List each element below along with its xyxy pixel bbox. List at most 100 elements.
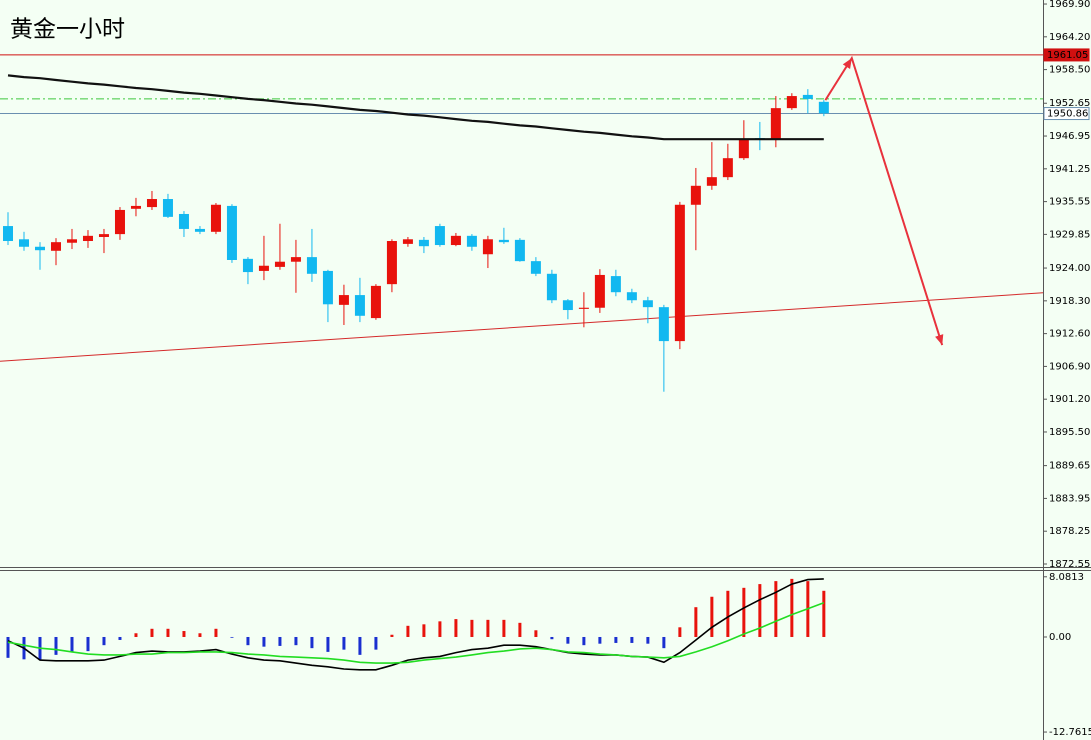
histogram-bar xyxy=(358,636,362,655)
y-tick-label: 1912.60 xyxy=(1049,329,1090,340)
y-tick-label: 1918.30 xyxy=(1049,296,1090,307)
y-tick-label: 1924.00 xyxy=(1049,263,1090,274)
level-tag-label: 1961.05 xyxy=(1047,50,1088,61)
projection-arrow xyxy=(824,55,944,346)
candle-body xyxy=(690,185,701,205)
candle-body xyxy=(322,270,333,305)
candle-body xyxy=(546,273,557,301)
candle-body xyxy=(146,199,157,208)
candle-body xyxy=(82,235,93,242)
candle-body xyxy=(450,235,461,246)
candle-body xyxy=(50,242,61,251)
histogram-bar xyxy=(614,636,618,643)
histogram-bar xyxy=(678,627,682,637)
y-tick-label: 1941.25 xyxy=(1049,164,1090,175)
candle-body xyxy=(194,228,205,232)
histogram-bar xyxy=(502,619,506,637)
histogram-bar xyxy=(662,636,666,649)
histogram-bar xyxy=(54,636,58,655)
candle-body xyxy=(738,139,749,159)
histogram-bar xyxy=(822,590,826,637)
candle-body xyxy=(290,257,301,262)
candle-body xyxy=(242,258,253,273)
candle-body xyxy=(274,261,285,267)
y-tick-label: 8.0813 xyxy=(1049,572,1084,583)
candle-body xyxy=(706,177,717,186)
histogram-bar xyxy=(470,619,474,637)
candle-body xyxy=(562,300,573,311)
candle-body xyxy=(594,274,605,308)
histogram-bar xyxy=(710,596,714,637)
y-tick-label: 1929.85 xyxy=(1049,229,1090,240)
y-tick-label: 1889.65 xyxy=(1049,461,1090,472)
histogram-bar xyxy=(390,634,394,637)
candle-body xyxy=(210,204,221,232)
y-tick-label: 1883.95 xyxy=(1049,493,1090,504)
candle-body xyxy=(162,199,173,217)
candle-body xyxy=(386,241,397,285)
histogram-bar xyxy=(438,621,442,637)
histogram-bar xyxy=(150,628,154,637)
histogram-bar xyxy=(230,636,234,638)
histogram-bar xyxy=(86,636,90,652)
candle-body xyxy=(130,205,141,209)
histogram-bar xyxy=(134,633,138,637)
y-tick-label: 1952.65 xyxy=(1049,98,1090,109)
histogram-bar xyxy=(294,636,298,646)
histogram-bar xyxy=(742,587,746,637)
histogram-bar xyxy=(262,636,266,647)
histogram-bar xyxy=(598,636,602,644)
y-tick-label: 1901.20 xyxy=(1049,394,1090,405)
candle-body xyxy=(770,108,781,140)
histogram-bar xyxy=(534,630,538,637)
candle-body xyxy=(642,300,653,308)
histogram-bar xyxy=(790,578,794,637)
histogram-bar xyxy=(486,619,490,637)
candle-body xyxy=(258,265,269,271)
histogram-bar xyxy=(310,636,314,649)
histogram-bar xyxy=(246,636,250,646)
level-tag xyxy=(1043,48,1090,62)
y-tick-label: 1969.90 xyxy=(1049,0,1090,10)
histogram-bar xyxy=(758,584,762,637)
candle-body xyxy=(418,239,429,247)
candle-body xyxy=(658,307,669,342)
level-tag-label: 1950.86 xyxy=(1047,109,1088,120)
y-tick-label: 1895.50 xyxy=(1049,427,1090,438)
level-tag xyxy=(1043,107,1090,121)
histogram-bar xyxy=(454,619,458,637)
histogram-bar xyxy=(166,628,170,637)
candle-body xyxy=(626,292,637,301)
histogram-bar xyxy=(198,633,202,637)
candle-body xyxy=(354,295,365,316)
candle-body xyxy=(434,226,445,246)
histogram-bar xyxy=(182,631,186,637)
indicator-line xyxy=(7,601,825,664)
candle-body xyxy=(98,234,109,237)
candle-body xyxy=(306,257,317,274)
histogram-bar xyxy=(694,607,698,637)
candle-body xyxy=(2,226,13,242)
arrow-head xyxy=(935,334,944,346)
candle-body xyxy=(514,239,525,262)
y-tick-label: 1958.50 xyxy=(1049,65,1090,76)
candle-body xyxy=(466,235,477,247)
candle-body xyxy=(610,276,621,293)
candle-body xyxy=(370,285,381,319)
y-tick-label: 1906.90 xyxy=(1049,361,1090,372)
chart-title: 黄金一小时 xyxy=(10,17,125,43)
histogram-bar xyxy=(70,636,74,652)
histogram-bar xyxy=(374,636,378,650)
candle-body xyxy=(578,307,589,309)
histogram-bar xyxy=(278,636,282,646)
histogram-bar xyxy=(646,636,650,644)
candle-body xyxy=(674,204,685,342)
histogram-bar xyxy=(774,581,778,637)
candle-body xyxy=(114,209,125,235)
histogram-bar xyxy=(406,625,410,637)
candle-body xyxy=(498,239,509,243)
y-tick-label: 1964.20 xyxy=(1049,32,1090,43)
arrow-head xyxy=(842,58,852,69)
